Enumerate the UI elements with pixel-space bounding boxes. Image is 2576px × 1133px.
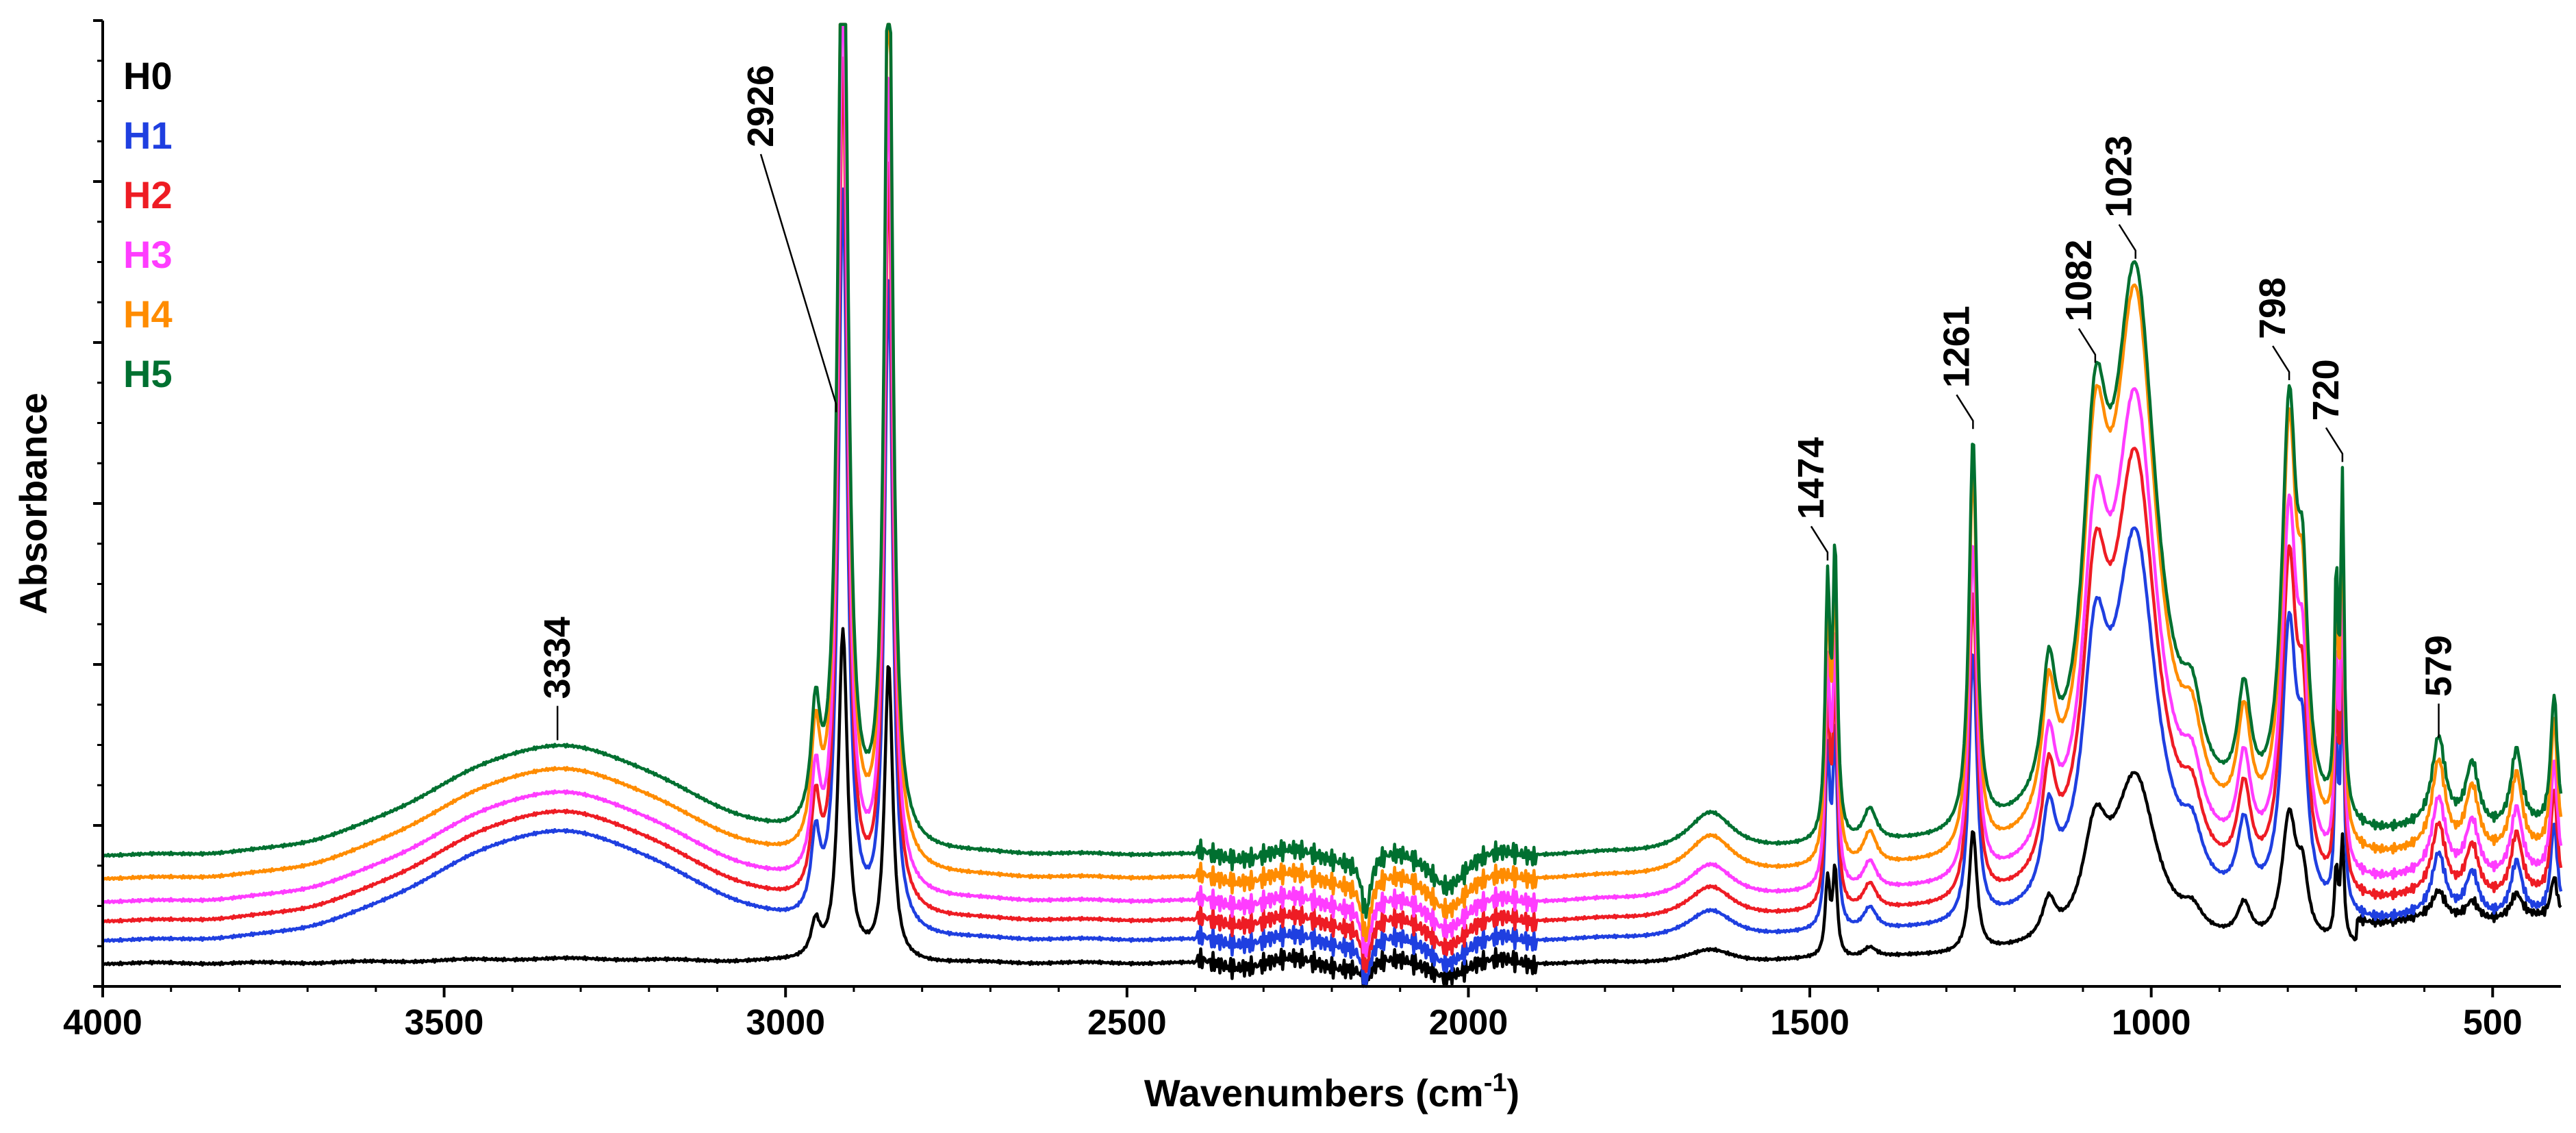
series-line-h3 bbox=[101, 23, 2563, 958]
peak-label-798: 798 bbox=[2252, 277, 2293, 339]
x-tick-label: 1000 bbox=[2112, 1003, 2191, 1043]
peak-label-2926: 2926 bbox=[740, 65, 781, 147]
peak-label-720: 720 bbox=[2306, 359, 2347, 421]
x-tick-label: 2000 bbox=[1429, 1003, 1508, 1043]
x-axis-title-close: ) bbox=[1507, 1071, 1520, 1115]
x-tick-label: 2500 bbox=[1087, 1003, 1167, 1043]
x-tick-label: 500 bbox=[2463, 1003, 2523, 1043]
legend-entry-h4: H4 bbox=[123, 292, 173, 336]
series-line-h5 bbox=[101, 23, 2563, 919]
peak-leader-line bbox=[759, 153, 837, 412]
peak-leader-line bbox=[2272, 345, 2290, 380]
legend-entry-h3: H3 bbox=[123, 233, 173, 276]
legend-entry-h0: H0 bbox=[123, 54, 173, 97]
x-tick-label: 4000 bbox=[63, 1003, 142, 1043]
series-layer bbox=[101, 23, 2563, 988]
series-line-h4 bbox=[101, 23, 2563, 943]
x-tick-label: 3000 bbox=[746, 1003, 825, 1043]
y-axis-title: Absorbance bbox=[12, 393, 55, 614]
x-axis-title-superscript: -1 bbox=[1484, 1069, 1507, 1097]
peak-leader-line bbox=[1810, 525, 1829, 561]
peak-label-1023: 1023 bbox=[2099, 136, 2140, 218]
peak-leader-line bbox=[2325, 427, 2344, 462]
x-tick-label: 1500 bbox=[1770, 1003, 1849, 1043]
series-line-h2 bbox=[101, 56, 2563, 973]
peak-leader-line bbox=[2078, 328, 2097, 363]
x-axis-ticks: 4000 3500 3000 2500 2000 1500 1000 500 bbox=[63, 986, 2523, 1043]
x-tick-label: 3500 bbox=[405, 1003, 484, 1043]
peak-label-1261: 1261 bbox=[1936, 306, 1977, 388]
peak-leader-line bbox=[1956, 394, 1974, 429]
legend-entry-h2: H2 bbox=[123, 173, 173, 216]
x-axis-title: Wavenumbers (cm-1) bbox=[1144, 1069, 1519, 1115]
legend-entry-h5: H5 bbox=[123, 352, 173, 395]
series-line-h0 bbox=[101, 627, 2562, 988]
axes: 4000 3500 3000 2500 2000 1500 1000 500 Wavenumb… bbox=[12, 19, 2561, 1115]
peak-label-1082: 1082 bbox=[2058, 240, 2099, 322]
y-axis-ticks bbox=[93, 19, 103, 988]
peak-label-1474: 1474 bbox=[1791, 437, 1832, 519]
peak-leader-line bbox=[2118, 224, 2136, 259]
legend: H0 H1 H2 H3 H4 H5 bbox=[123, 54, 173, 395]
peak-label-579: 579 bbox=[2418, 635, 2459, 697]
peak-label-3334: 3334 bbox=[537, 617, 578, 699]
x-axis-title-text: Wavenumbers (cm bbox=[1144, 1071, 1484, 1115]
legend-entry-h1: H1 bbox=[123, 114, 173, 157]
